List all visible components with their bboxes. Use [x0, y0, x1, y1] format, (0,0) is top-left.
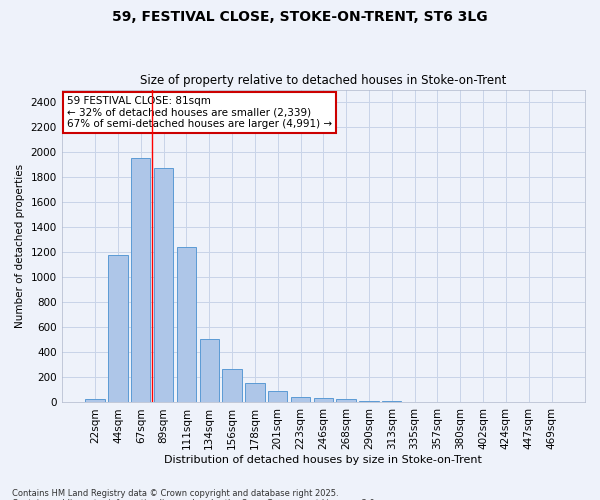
Bar	[154, 168, 173, 402]
Bar	[177, 248, 196, 402]
Bar	[245, 383, 265, 402]
Bar	[314, 398, 333, 402]
Bar	[337, 398, 356, 402]
Y-axis label: Number of detached properties: Number of detached properties	[15, 164, 25, 328]
Bar	[223, 368, 242, 402]
Text: 59, FESTIVAL CLOSE, STOKE-ON-TRENT, ST6 3LG: 59, FESTIVAL CLOSE, STOKE-ON-TRENT, ST6 …	[112, 10, 488, 24]
Text: Contains HM Land Registry data © Crown copyright and database right 2025.: Contains HM Land Registry data © Crown c…	[12, 488, 338, 498]
Bar	[131, 158, 151, 402]
Bar	[108, 256, 128, 402]
Title: Size of property relative to detached houses in Stoke-on-Trent: Size of property relative to detached ho…	[140, 74, 506, 87]
Bar	[291, 397, 310, 402]
Text: Contains public sector information licensed under the Open Government Licence v3: Contains public sector information licen…	[12, 498, 377, 500]
Bar	[200, 338, 219, 402]
Bar	[85, 400, 105, 402]
Bar	[359, 401, 379, 402]
X-axis label: Distribution of detached houses by size in Stoke-on-Trent: Distribution of detached houses by size …	[164, 455, 482, 465]
Text: 59 FESTIVAL CLOSE: 81sqm
← 32% of detached houses are smaller (2,339)
67% of sem: 59 FESTIVAL CLOSE: 81sqm ← 32% of detach…	[67, 96, 332, 129]
Bar	[268, 391, 287, 402]
